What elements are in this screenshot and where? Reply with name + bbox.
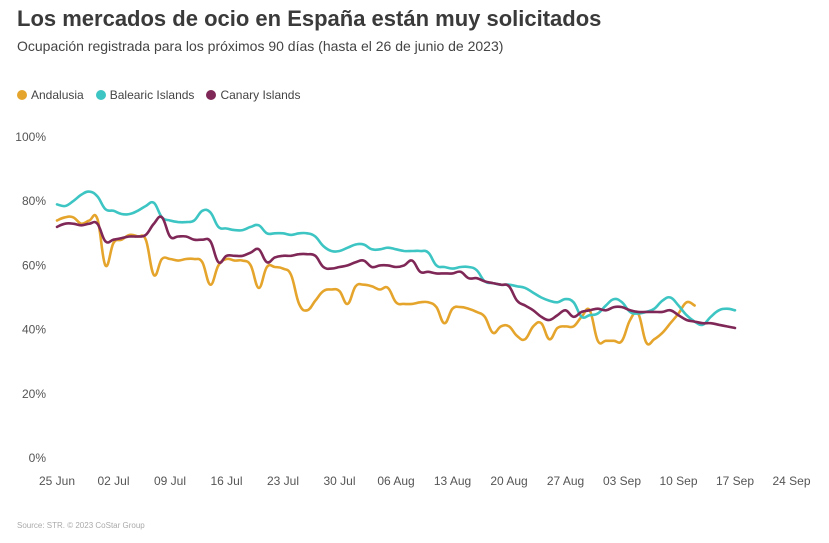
y-tick-label: 80% <box>22 194 46 208</box>
y-tick-label: 60% <box>22 258 46 272</box>
x-tick-label: 13 Aug <box>434 474 471 488</box>
y-tick-label: 40% <box>22 323 46 337</box>
chart-legend: Andalusia Balearic Islands Canary Island… <box>17 88 300 102</box>
y-tick-label: 100% <box>15 130 46 144</box>
legend-label-balearic-islands: Balearic Islands <box>109 88 195 102</box>
y-tick-label: 20% <box>22 387 46 401</box>
series-line-balearic-islands <box>55 190 737 327</box>
x-tick-label: 10 Sep <box>659 474 697 488</box>
x-tick-label: 30 Jul <box>323 474 355 488</box>
x-tick-label: 27 Aug <box>547 474 584 488</box>
chart-title: Los mercados de ocio en España están muy… <box>17 6 602 31</box>
x-tick-label: 06 Aug <box>377 474 414 488</box>
source-note: Source: STR. © 2023 CoStar Group <box>17 521 145 530</box>
x-tick-label: 23 Jul <box>267 474 299 488</box>
x-tick-label: 09 Jul <box>154 474 186 488</box>
x-tick-label: 24 Sep <box>772 474 810 488</box>
legend-label-canary-islands: Canary Islands <box>220 88 301 102</box>
x-tick-label: 17 Sep <box>716 474 754 488</box>
legend-label-andalusia: Andalusia <box>31 88 84 102</box>
legend-item-canary-islands[interactable]: Canary Islands <box>206 88 300 102</box>
x-tick-label: 16 Jul <box>210 474 242 488</box>
chart-subtitle: Ocupación registrada para los próximos 9… <box>17 38 504 54</box>
x-tick-label: 02 Jul <box>97 474 129 488</box>
series-line-andalusia <box>55 213 696 346</box>
series-lines <box>55 190 737 346</box>
series-line-canary-islands <box>55 215 737 330</box>
legend-item-balearic-islands[interactable]: Balearic Islands <box>95 88 195 102</box>
legend-item-andalusia[interactable]: Andalusia <box>17 88 84 102</box>
legend-swatch-andalusia <box>17 90 27 100</box>
legend-swatch-canary-islands <box>206 90 217 100</box>
y-tick-label: 0% <box>29 451 47 465</box>
x-tick-label: 25 Jun <box>39 474 75 488</box>
x-axis: 25 Jun 02 Jul 09 Jul 16 Jul 23 Jul 30 Jul 06 A… <box>39 474 811 488</box>
x-tick-label: 20 Aug <box>490 474 527 488</box>
y-axis: 0% 20% 40% 60% 80% 100% <box>15 130 46 465</box>
legend-swatch-balearic-islands <box>95 90 106 100</box>
x-tick-label: 03 Sep <box>603 474 641 488</box>
